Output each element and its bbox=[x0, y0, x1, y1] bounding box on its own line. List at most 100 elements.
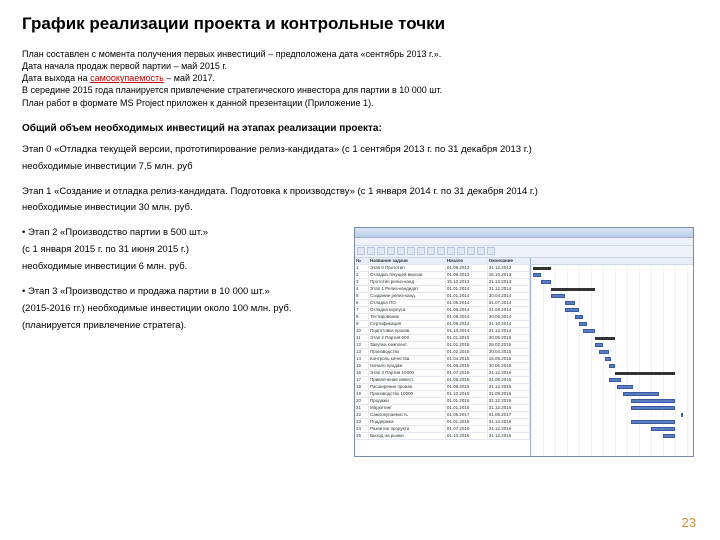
table-cell: Самоокупаемость bbox=[369, 412, 446, 418]
stage3-title: • Этап 3 «Производство и продажа партии … bbox=[22, 286, 342, 299]
table-cell: 30.09.2014 bbox=[488, 314, 530, 320]
table-cell: 31.08.2016 bbox=[488, 391, 530, 397]
table-cell: 01.10.2014 bbox=[446, 328, 488, 334]
table-cell: 01.01.2016 bbox=[446, 405, 488, 411]
toolbar-button bbox=[367, 247, 375, 255]
table-cell: Отладка корпуса bbox=[369, 307, 446, 313]
table-cell: 3 bbox=[355, 279, 369, 285]
table-cell: 15 bbox=[355, 363, 369, 369]
table-cell: 01.01.2014 bbox=[446, 293, 488, 299]
table-cell: 01.05.2015 bbox=[446, 363, 488, 369]
intro-line: План работ в формате MS Project приложен… bbox=[22, 97, 698, 109]
gantt-timescale bbox=[531, 258, 693, 265]
toolbar-button bbox=[397, 247, 405, 255]
intro-line: В середине 2015 года планируется привлеч… bbox=[22, 84, 698, 96]
table-header-cell: № bbox=[355, 258, 369, 264]
table-cell: 31.12.2014 bbox=[488, 328, 530, 334]
table-cell: 5 bbox=[355, 293, 369, 299]
gantt-summary-bar bbox=[551, 288, 595, 291]
table-cell: Этап 0 Прототип bbox=[369, 265, 446, 271]
gantt-task-bar bbox=[541, 280, 551, 284]
table-cell: Выход на рынки bbox=[369, 433, 446, 439]
msproject-gantt-chart bbox=[531, 258, 693, 456]
table-cell: 01.08.2015 bbox=[446, 384, 488, 390]
table-row: 12Закупка комплект.01.01.201528.02.2015 bbox=[355, 342, 530, 349]
gantt-task-bar bbox=[631, 406, 675, 410]
intro-line: Дата начала продаж первой партии – май 2… bbox=[22, 60, 698, 72]
gantt-task-bar bbox=[595, 343, 603, 347]
table-cell: Прототип релиз-канд. bbox=[369, 279, 446, 285]
table-cell: Этап 2 Партия 500 bbox=[369, 335, 446, 341]
table-cell: 31.12.2016 bbox=[488, 433, 530, 439]
table-row: 17Привлечение инвест.01.05.201531.08.201… bbox=[355, 377, 530, 384]
table-cell: 01.05.2014 bbox=[446, 307, 488, 313]
slide: График реализации проекта и контрольные … bbox=[0, 0, 720, 467]
stage3-dates: (2015-2016 гг.) необходимые инвестиции о… bbox=[22, 303, 342, 316]
gantt-task-bar bbox=[565, 308, 579, 312]
table-cell: Привлечение инвест. bbox=[369, 377, 446, 383]
table-cell: 01.09.2013 bbox=[446, 272, 488, 278]
gantt-task-bar bbox=[609, 378, 621, 382]
stage2-title: • Этап 2 «Производство партии в 500 шт.» bbox=[22, 227, 342, 240]
table-cell: 15.10.2013 bbox=[446, 279, 488, 285]
toolbar-button bbox=[437, 247, 445, 255]
table-cell: 01.01.2014 bbox=[446, 286, 488, 292]
table-cell: 01.01.2016 bbox=[446, 419, 488, 425]
table-cell: 30.06.2015 bbox=[488, 363, 530, 369]
table-row: 14Контроль качества01.04.201515.05.2015 bbox=[355, 356, 530, 363]
table-cell: Сертификация bbox=[369, 321, 446, 327]
table-cell: 30.04.2014 bbox=[488, 293, 530, 299]
investments-heading: Общий объем необходимых инвестиций на эт… bbox=[22, 123, 698, 134]
table-row: 13Производство01.02.201530.04.2015 bbox=[355, 349, 530, 356]
msproject-body: №Название задачиНачалоОкончание1Этап 0 П… bbox=[355, 258, 693, 456]
table-cell: Расширение произв. bbox=[369, 384, 446, 390]
toolbar-button bbox=[417, 247, 425, 255]
table-cell: 31.10.2014 bbox=[488, 321, 530, 327]
table-cell: 31.12.2014 bbox=[488, 286, 530, 292]
table-row: 9Сертификация01.09.201431.10.2014 bbox=[355, 321, 530, 328]
table-cell: Создание релиз-канд. bbox=[369, 293, 446, 299]
table-cell: 31.12.2013 bbox=[488, 279, 530, 285]
lower-row: • Этап 2 «Производство партии в 500 шт.»… bbox=[22, 227, 698, 457]
table-header-cell: Начало bbox=[446, 258, 488, 264]
table-cell: 20 bbox=[355, 398, 369, 404]
table-cell: 31.08.2015 bbox=[488, 377, 530, 383]
table-cell: Производство 10000 bbox=[369, 391, 446, 397]
table-row: 8Тестирование01.08.201430.09.2014 bbox=[355, 314, 530, 321]
table-cell: 24 bbox=[355, 426, 369, 432]
table-cell: 12 bbox=[355, 342, 369, 348]
stage0-title: Этап 0 «Отладка текущей версии, прототип… bbox=[22, 144, 698, 157]
table-cell: 4 bbox=[355, 286, 369, 292]
msproject-toolbar bbox=[355, 246, 693, 258]
toolbar-button bbox=[477, 247, 485, 255]
table-cell: 01.10.2015 bbox=[446, 391, 488, 397]
table-cell: 31.12.2016 bbox=[488, 405, 530, 411]
gantt-task-bar bbox=[605, 357, 611, 361]
table-header-cell: Название задачи bbox=[369, 258, 446, 264]
toolbar-button bbox=[387, 247, 395, 255]
table-cell: 6 bbox=[355, 300, 369, 306]
breakeven-link[interactable]: самоокупаемость bbox=[90, 73, 164, 83]
table-cell: 8 bbox=[355, 314, 369, 320]
stage0-investment: необходимые инвестиции 7,5 млн. руб bbox=[22, 161, 698, 172]
table-cell: Развитие продукта bbox=[369, 426, 446, 432]
table-header-row: №Название задачиНачалоОкончание bbox=[355, 258, 530, 265]
table-cell: 30.04.2015 bbox=[488, 349, 530, 355]
table-cell: Отладка текущей версии bbox=[369, 272, 446, 278]
table-cell: Подготовка произв. bbox=[369, 328, 446, 334]
gantt-task-bar bbox=[599, 350, 609, 354]
table-cell: 2 bbox=[355, 272, 369, 278]
toolbar-button bbox=[357, 247, 365, 255]
table-cell: 31.07.2014 bbox=[488, 300, 530, 306]
stage2-investment: необходимые инвестиции 6 млн. руб. bbox=[22, 261, 342, 272]
toolbar-button bbox=[457, 247, 465, 255]
table-cell: 01.08.2014 bbox=[446, 314, 488, 320]
table-cell: 11 bbox=[355, 335, 369, 341]
table-cell: 01.05.2017 bbox=[446, 412, 488, 418]
gantt-task-bar bbox=[575, 315, 583, 319]
table-cell: 01.05.2015 bbox=[446, 377, 488, 383]
table-cell: 01.02.2015 bbox=[446, 349, 488, 355]
table-cell: Этап 3 Партия 10000 bbox=[369, 370, 446, 376]
table-row: 22Самоокупаемость01.05.201701.05.2017 bbox=[355, 412, 530, 419]
table-row: 24Развитие продукта01.07.201631.12.2016 bbox=[355, 426, 530, 433]
